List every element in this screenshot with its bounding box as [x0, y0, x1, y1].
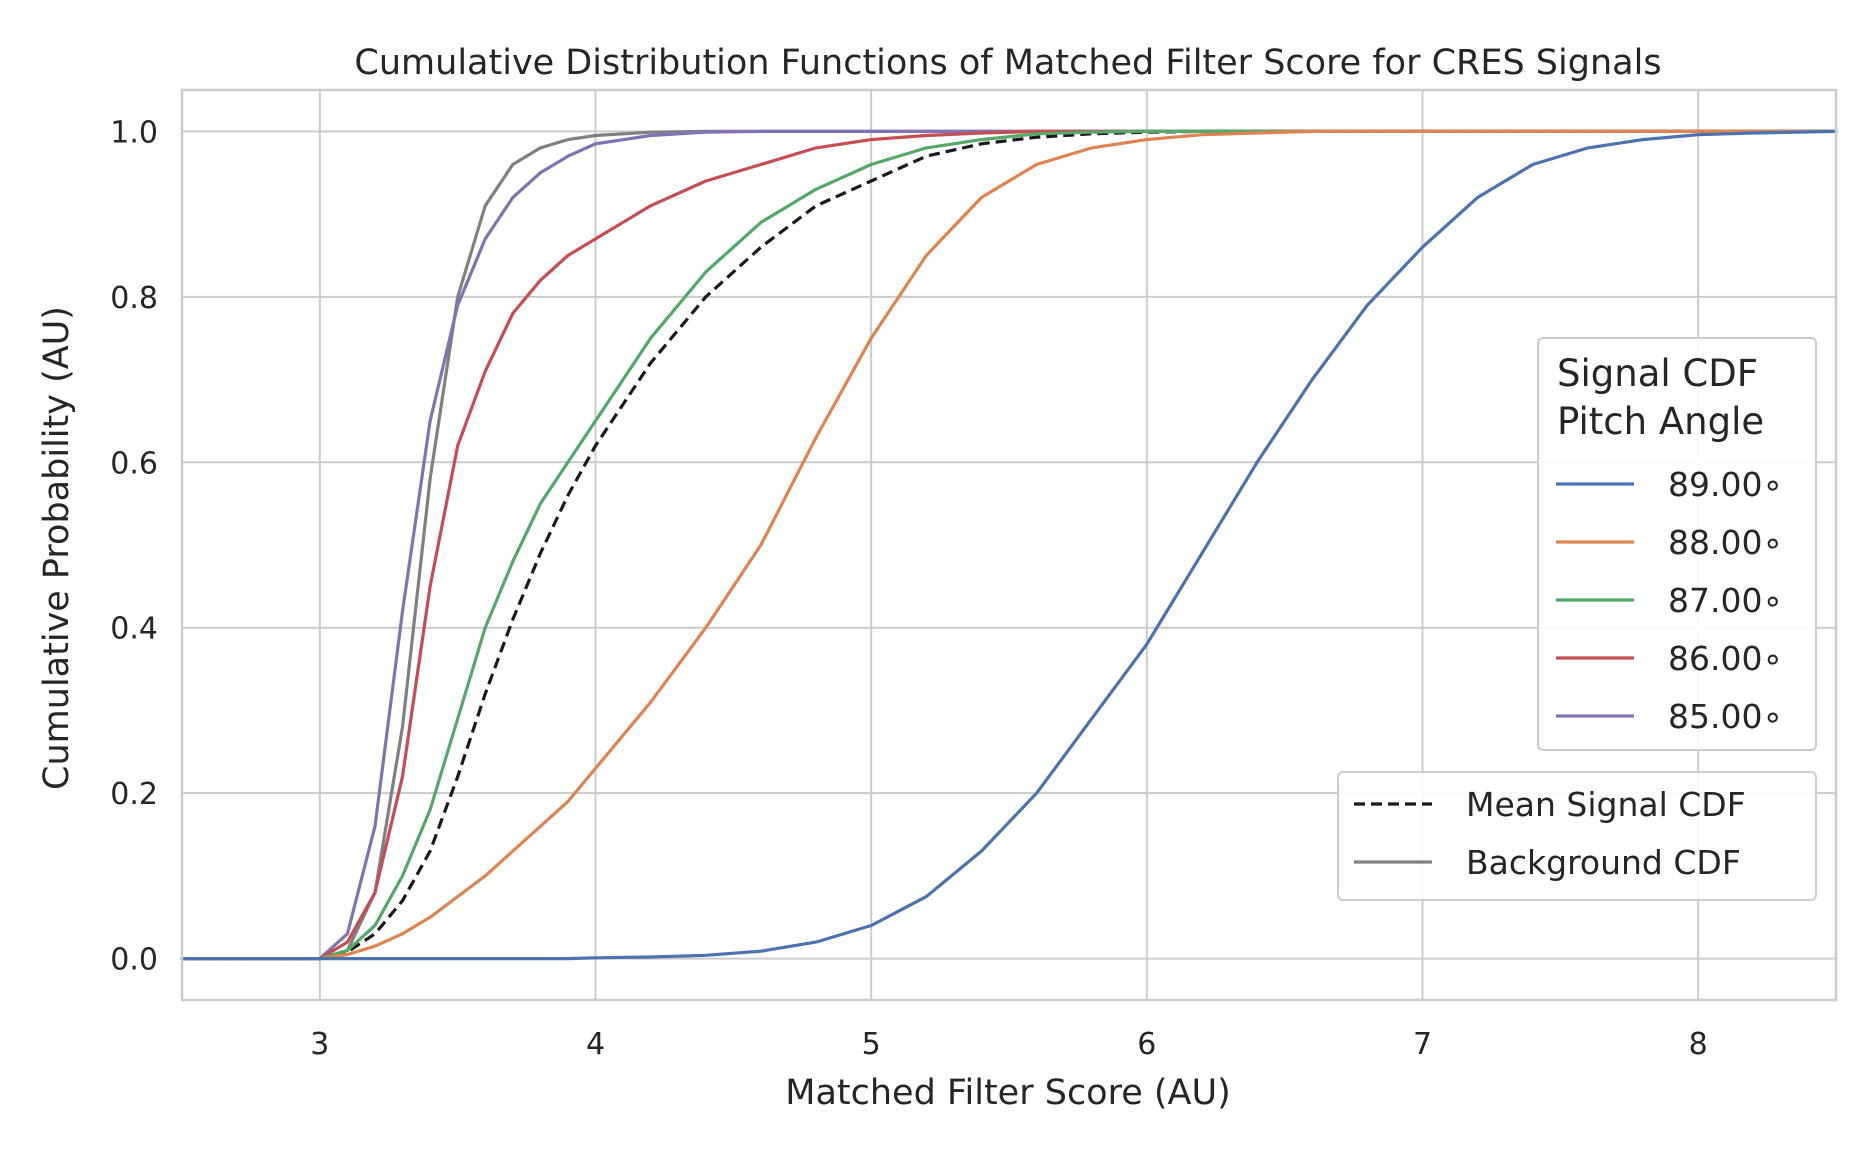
legend-entry-label: 89.00∘: [1668, 465, 1783, 504]
signal-legend-entries: 89.00∘ 88.00∘ 87.00∘ 86.00∘ 85.00∘: [1556, 465, 1783, 736]
legend-entry-label: 86.00∘: [1668, 639, 1783, 678]
legend-entry-label: Background CDF: [1466, 843, 1741, 882]
x-tick-label: 8: [1689, 1027, 1708, 1062]
reference-legend-entries: Mean Signal CDF Background CDF: [1354, 785, 1746, 882]
y-tick-label: 0.4: [110, 612, 158, 647]
reference-legend: Mean Signal CDF Background CDF: [1337, 771, 1817, 901]
series-line: [180, 129, 1838, 961]
legend-entry-label: 88.00∘: [1668, 523, 1783, 562]
y-tick-label: 0.6: [110, 446, 158, 481]
x-tick-label: 3: [310, 1027, 329, 1062]
x-axis-label: Matched Filter Score (AU): [785, 1073, 1231, 1113]
plot-area-frame: [180, 88, 1838, 1002]
y-tick-labels: 0.0 0.2 0.4 0.6 0.8 1.0: [110, 115, 158, 977]
legend-entry-label: 85.00∘: [1668, 697, 1783, 736]
legend-entry-label: 87.00∘: [1668, 581, 1783, 620]
signal-legend-title-line2: Pitch Angle: [1557, 400, 1764, 443]
x-tick-label: 5: [862, 1027, 881, 1062]
y-axis-label: Cumulative Probability (AU): [37, 306, 77, 790]
y-tick-label: 1.0: [110, 115, 158, 150]
y-tick-label: 0.2: [110, 777, 158, 812]
x-tick-label: 7: [1413, 1027, 1432, 1062]
y-tick-label: 0.0: [110, 943, 158, 978]
x-tick-label: 4: [586, 1027, 605, 1062]
reference-legend-box: [1337, 771, 1817, 901]
signal-legend: Signal CDF Pitch Angle 89.00∘ 88.00∘ 87.00…: [1537, 337, 1817, 751]
legend-entry-label: Mean Signal CDF: [1466, 785, 1746, 824]
y-tick-label: 0.8: [110, 281, 158, 316]
x-tick-labels: 3 4 5 6 7 8: [310, 1027, 1707, 1062]
chart-title: Cumulative Distribution Functions of Mat…: [354, 43, 1661, 83]
signal-legend-box: [1537, 337, 1817, 751]
signal-legend-title-line1: Signal CDF: [1557, 352, 1758, 395]
series-line: [180, 129, 1838, 961]
x-tick-label: 6: [1137, 1027, 1156, 1062]
series-lines: [180, 129, 1838, 961]
